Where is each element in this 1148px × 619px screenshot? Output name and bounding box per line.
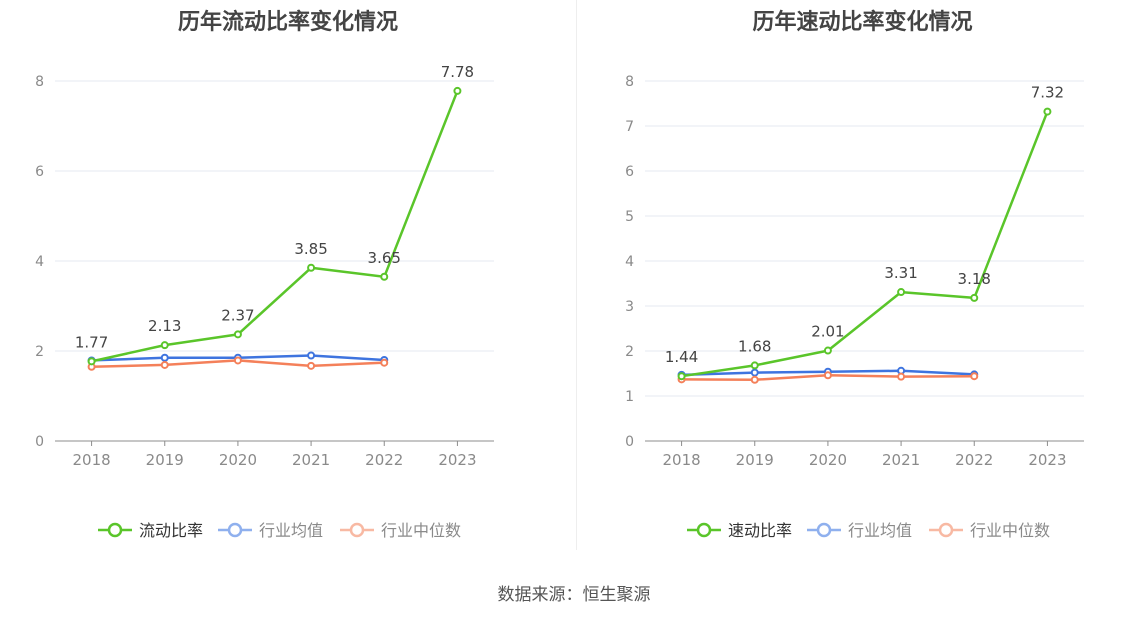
data-label: 3.31 (884, 264, 917, 282)
data-label: 1.77 (75, 333, 108, 351)
y-tick-label: 4 (625, 254, 634, 270)
data-point (750, 375, 759, 384)
data-point (160, 353, 169, 362)
legend-marker (349, 522, 365, 538)
legend-item: 行业中位数 (929, 521, 1050, 540)
data-point (453, 86, 462, 95)
data-label: 7.78 (441, 63, 474, 81)
x-tick-label: 2021 (292, 451, 330, 469)
y-tick-label: 2 (625, 344, 634, 360)
x-tick-label: 2020 (809, 451, 847, 469)
data-point (233, 356, 242, 365)
data-point (307, 263, 316, 272)
y-tick-label: 4 (35, 254, 44, 270)
data-point (307, 351, 316, 360)
data-point (307, 361, 316, 370)
data-point (160, 341, 169, 350)
series-line (681, 111, 1049, 378)
legend-item: 速动比率 (687, 521, 792, 540)
legend-label: 行业均值 (848, 521, 912, 540)
data-point (750, 368, 759, 377)
data-point (160, 360, 169, 369)
x-tick-label: 2023 (438, 451, 476, 469)
data-point (970, 293, 979, 302)
data-label: 1.68 (738, 337, 771, 355)
y-tick-label: 3 (625, 299, 634, 315)
data-point (380, 358, 389, 367)
data-point (897, 288, 906, 297)
x-tick-label: 2023 (1028, 451, 1066, 469)
x-tick-label: 2019 (736, 451, 774, 469)
data-label: 3.18 (958, 270, 991, 288)
data-point (970, 372, 979, 381)
x-tick-label: 2019 (146, 451, 184, 469)
x-tick-label: 2018 (72, 451, 110, 469)
right-chart-panel: 历年速动比率变化情况 0 1 2 3 4 5 6 7 8 2018 2019 2020 2021 2022… (577, 0, 1148, 560)
data-point (233, 330, 242, 339)
y-tick-label: 1 (625, 389, 634, 405)
data-label: 1.44 (665, 348, 698, 366)
legend-label: 行业均值 (259, 521, 323, 540)
legend-label: 行业中位数 (381, 521, 461, 540)
x-tick-label: 2022 (955, 451, 993, 469)
legend-label: 流动比率 (139, 521, 203, 540)
y-tick-label: 0 (35, 434, 44, 450)
data-point (87, 357, 96, 366)
legend-marker (938, 522, 954, 538)
panel-divider (576, 0, 577, 550)
quick-ratio-chart: 0 1 2 3 4 5 6 7 8 2018 2019 2020 2021 2022 2023 1.44 1.6… (625, 74, 1084, 540)
data-point (823, 346, 832, 355)
data-point (897, 372, 906, 381)
legend-item: 流动比率 (98, 521, 203, 540)
y-tick-label: 5 (625, 209, 634, 225)
data-label: 7.32 (1031, 84, 1064, 102)
legend-item: 行业中位数 (340, 521, 461, 540)
y-tick-label: 2 (35, 344, 44, 360)
data-label: 2.01 (811, 323, 844, 341)
chart-title: 历年速动比率变化情况 (752, 10, 973, 35)
y-tick-label: 8 (35, 74, 44, 90)
data-point (823, 371, 832, 380)
data-label: 2.37 (221, 306, 254, 324)
left-chart-panel: 历年流动比率变化情况 0 2 4 6 8 2018 2019 2020 2021 2022 2023… (0, 0, 576, 560)
legend-marker (816, 522, 832, 538)
data-point (1043, 107, 1052, 116)
legend-item: 行业均值 (807, 521, 912, 540)
data-label: 3.85 (294, 240, 327, 258)
series-line (91, 90, 459, 363)
legend-marker (107, 522, 123, 538)
y-tick-label: 6 (625, 164, 634, 180)
legend-marker (227, 522, 243, 538)
chart-title: 历年流动比率变化情况 (177, 10, 398, 35)
legend-label: 速动比率 (728, 521, 792, 540)
legend-marker (696, 522, 712, 538)
x-tick-label: 2021 (882, 451, 920, 469)
y-tick-label: 6 (35, 164, 44, 180)
data-point (677, 372, 686, 381)
x-tick-label: 2020 (219, 451, 257, 469)
y-tick-label: 7 (625, 119, 634, 135)
current-ratio-chart: 0 2 4 6 8 2018 2019 2020 2021 2022 2023 1.77 2.13 2.3… (35, 63, 494, 540)
y-tick-label: 0 (625, 434, 634, 450)
y-tick-label: 8 (625, 74, 634, 90)
x-tick-label: 2022 (365, 451, 403, 469)
legend-item: 行业均值 (218, 521, 323, 540)
legend-label: 行业中位数 (970, 521, 1050, 540)
data-point (380, 272, 389, 281)
data-label: 3.65 (368, 249, 401, 267)
data-source-caption: 数据来源：恒生聚源 (497, 585, 651, 605)
data-label: 2.13 (148, 317, 181, 335)
data-point (750, 361, 759, 370)
x-tick-label: 2018 (662, 451, 700, 469)
